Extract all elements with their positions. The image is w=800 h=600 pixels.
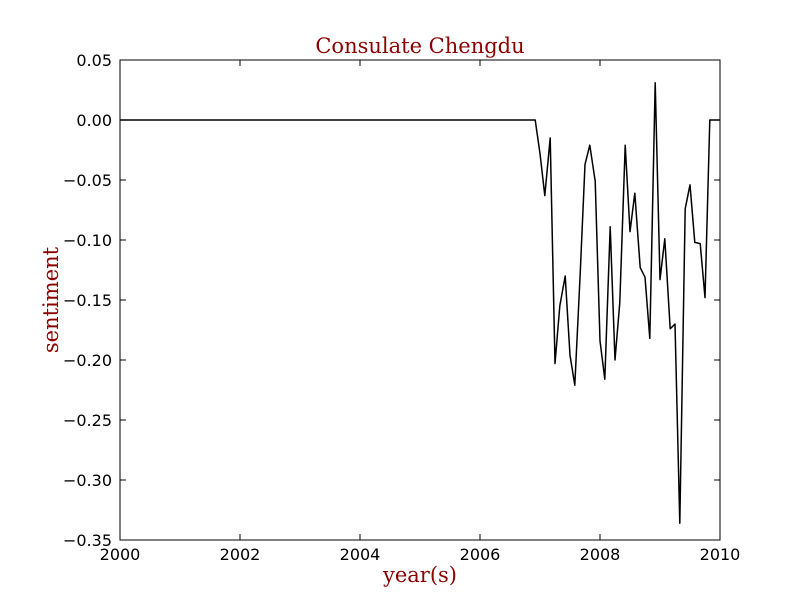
y-tick-label: −0.15 [63,291,112,310]
y-tick-label: −0.30 [63,471,112,490]
x-tick-label: 2004 [340,545,381,564]
x-tick-label: 2008 [580,545,621,564]
y-axis: 0.05 0.00 −0.05 −0.10 −0.15 −0.20 −0.25 −0.30 −0… [63,51,720,550]
y-tick-label: −0.20 [63,351,112,370]
plot-area: 2000 2002 2004 2006 2008 2010 0.05 0.00 −0.05 −0… [63,51,740,564]
series-line [120,82,720,524]
axes-frame [119,59,721,541]
y-tick-label: −0.25 [63,411,112,430]
x-tick-label: 2006 [460,545,501,564]
y-axis-label: sentiment [39,246,63,353]
x-axis: 2000 2002 2004 2006 2008 2010 [100,60,741,564]
chart-title: Consulate Chengdu [315,34,524,58]
y-tick-label: −0.05 [63,171,112,190]
x-tick-label: 2000 [100,545,141,564]
x-tick-label: 2010 [700,545,741,564]
y-tick-label: −0.35 [63,531,112,550]
y-tick-label: 0.05 [76,51,112,70]
y-tick-label: −0.10 [63,231,112,250]
x-tick-label: 2002 [220,545,261,564]
x-axis-label: year(s) [382,563,457,587]
y-tick-label: 0.00 [76,111,112,130]
